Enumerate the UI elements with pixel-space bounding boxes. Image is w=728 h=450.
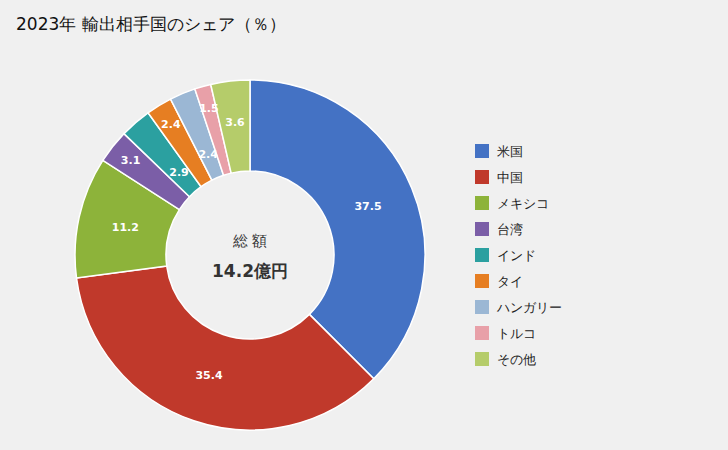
slice (250, 80, 425, 379)
legend-label: ハンガリー (496, 300, 562, 315)
data-labels: 37.5 35.4 11.2 3.1 2.9 2.4 2.4 1.5 3.6 (112, 102, 382, 383)
chart-svg: 2023年 輸出相手国のシェア（％） 37.5 35.4 11.2 3.1 2.9 2.4 2… (0, 0, 728, 450)
legend-label: 中国 (497, 170, 523, 185)
slices (75, 80, 425, 430)
legend-swatch (475, 196, 489, 210)
legend-swatch (475, 274, 489, 288)
legend-label: トルコ (497, 326, 536, 341)
legend-label: タイ (497, 274, 523, 289)
legend-label: 米国 (497, 144, 523, 159)
legend-label: インド (497, 248, 536, 263)
legend: 米国中国メキシコ台湾インドタイハンガリートルコその他 (475, 144, 562, 367)
data-label: 3.1 (121, 154, 141, 167)
data-label: 2.4 (198, 148, 218, 161)
center-annotation: 総 額 (232, 232, 268, 250)
legend-label: 台湾 (497, 222, 523, 237)
slice (77, 266, 374, 430)
legend-label: メキシコ (497, 196, 549, 211)
legend-label: その他 (497, 352, 536, 367)
data-label: 2.9 (169, 166, 189, 179)
title: 2023年 輸出相手国のシェア（％） (16, 14, 286, 34)
center-annotation: 14.2億円 (212, 261, 288, 281)
legend-swatch (475, 144, 489, 158)
data-label: 11.2 (112, 221, 139, 234)
legend-swatch (475, 300, 489, 314)
legend-swatch (475, 222, 489, 236)
data-label: 35.4 (195, 369, 222, 382)
legend-swatch (475, 326, 489, 340)
background (0, 0, 728, 450)
legend-swatch (475, 248, 489, 262)
data-label: 1.5 (199, 102, 219, 115)
data-label: 2.4 (161, 118, 181, 131)
data-label: 37.5 (354, 200, 381, 213)
legend-swatch (475, 170, 489, 184)
legend-swatch (475, 352, 489, 366)
data-label: 3.6 (225, 116, 245, 129)
chart-container: 2023年 輸出相手国のシェア（％） 37.5 35.4 11.2 3.1 2.9 2.4 2… (0, 0, 728, 450)
